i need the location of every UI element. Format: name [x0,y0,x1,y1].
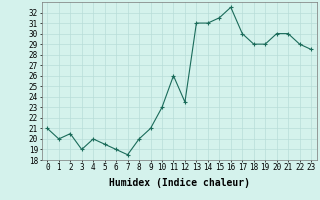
X-axis label: Humidex (Indice chaleur): Humidex (Indice chaleur) [109,178,250,188]
